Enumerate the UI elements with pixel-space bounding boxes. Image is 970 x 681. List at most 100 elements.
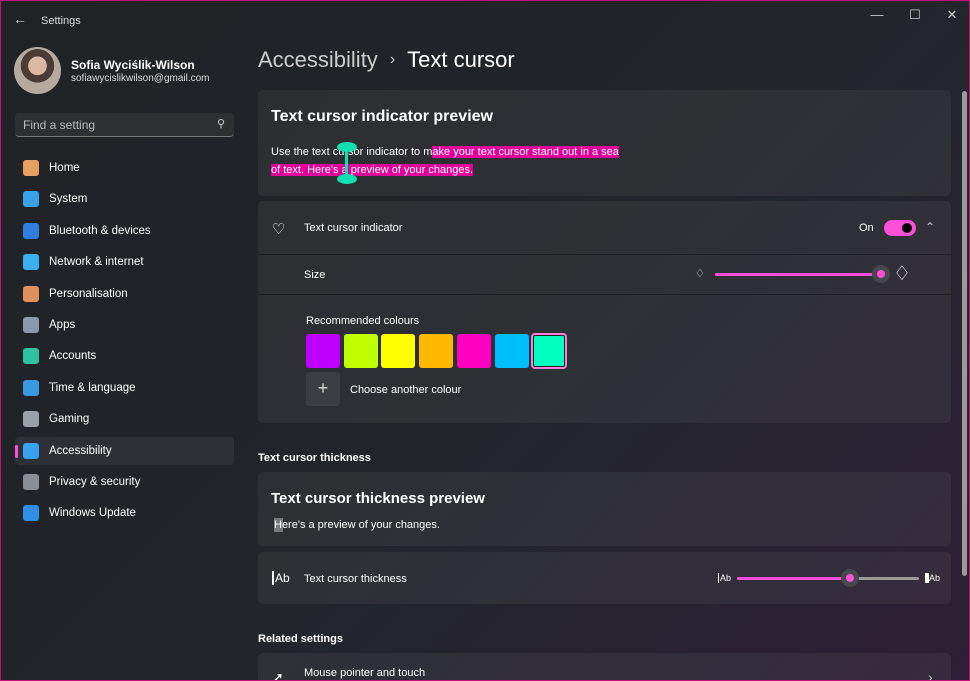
sidebar-item-label: System bbox=[49, 193, 88, 206]
text-cursor-indicator-icon bbox=[337, 142, 357, 186]
colour-swatch[interactable] bbox=[381, 334, 416, 368]
sidebar-item-label: Accessibility bbox=[49, 444, 112, 457]
app-title: Settings bbox=[41, 15, 81, 27]
sidebar-item-label: Privacy & security bbox=[49, 475, 141, 488]
thick-cursor-large-icon: Ab bbox=[925, 573, 940, 583]
toggle-state: On bbox=[859, 222, 874, 234]
sidebar-item-label: Apps bbox=[49, 318, 76, 331]
mouse-pointer-link[interactable]: ➚ Mouse pointer and touch › bbox=[258, 653, 951, 681]
sidebar-item-apps[interactable]: Apps bbox=[15, 311, 234, 339]
monitor-icon bbox=[23, 191, 39, 208]
add-colour-button[interactable]: + bbox=[306, 372, 340, 406]
colour-swatch[interactable] bbox=[343, 334, 378, 368]
scrollbar[interactable] bbox=[962, 91, 967, 576]
sidebar-item-label: Bluetooth & devices bbox=[49, 224, 151, 237]
sidebar-item-system[interactable]: System bbox=[15, 185, 234, 213]
search-input[interactable] bbox=[15, 113, 205, 137]
sidebar-item-personalisation[interactable]: Personalisation bbox=[15, 280, 234, 308]
thickness-section-title: Text cursor thickness bbox=[258, 452, 371, 464]
thickness-slider-thumb[interactable] bbox=[840, 569, 859, 587]
brush-icon bbox=[23, 285, 39, 302]
indicator-label: Text cursor indicator bbox=[304, 222, 403, 234]
bluetooth-icon bbox=[23, 222, 39, 239]
sidebar-item-label: Accounts bbox=[49, 350, 97, 363]
user-email: sofiawycislikwilson@gmail.com bbox=[71, 73, 210, 84]
update-icon bbox=[23, 505, 39, 522]
sidebar-item-time-language[interactable]: Time & language bbox=[15, 374, 234, 402]
size-row: Size ♢ ♢ bbox=[258, 254, 951, 294]
indicator-settings-card: ♡ Text cursor indicator On ⌃ Size ♢ ♢ Re… bbox=[258, 201, 951, 423]
sidebar-item-windows-update[interactable]: Windows Update bbox=[15, 499, 234, 527]
colours-row: Recommended colours bbox=[258, 294, 951, 423]
thickness-preview-title: Text cursor thickness preview bbox=[271, 490, 485, 507]
globe-clock-icon bbox=[23, 379, 39, 396]
size-slider-track[interactable] bbox=[715, 273, 881, 276]
sidebar-item-label: Time & language bbox=[49, 381, 136, 394]
recommended-colours-label: Recommended colours bbox=[306, 315, 420, 327]
thin-cursor-icon: Ab bbox=[718, 573, 732, 583]
sidebar-item-label: Home bbox=[49, 162, 80, 174]
size-label: Size bbox=[304, 269, 326, 281]
colour-swatch[interactable] bbox=[531, 333, 568, 369]
sidebar-item-label: Gaming bbox=[49, 413, 90, 426]
colour-swatch[interactable] bbox=[456, 334, 491, 368]
large-indicator-icon: ♢ bbox=[893, 263, 911, 285]
chevron-right-icon: › bbox=[928, 669, 933, 681]
person-icon bbox=[23, 348, 39, 365]
size-slider-thumb[interactable] bbox=[872, 265, 890, 283]
thickness-preview-card: Text cursor thickness preview Here's a p… bbox=[258, 472, 951, 546]
related-item-label: Mouse pointer and touch bbox=[304, 667, 426, 679]
thickness-preview-text: Here's a preview of your changes. bbox=[274, 519, 440, 531]
colour-swatch[interactable] bbox=[494, 334, 529, 368]
home-icon bbox=[23, 160, 39, 176]
chevron-right-icon: › bbox=[389, 51, 396, 68]
small-indicator-icon: ♢ bbox=[695, 268, 705, 280]
thickness-label: Text cursor thickness bbox=[304, 573, 407, 585]
sidebar-item-home[interactable]: Home bbox=[15, 154, 234, 182]
sidebar-item-label: Windows Update bbox=[49, 507, 136, 520]
minimize-button[interactable]: — bbox=[870, 7, 884, 22]
sidebar-item-accessibility[interactable]: Accessibility bbox=[15, 436, 234, 465]
maximize-button[interactable]: ☐ bbox=[909, 7, 921, 22]
title-bar: ← Settings — ☐ ✕ bbox=[1, 1, 969, 39]
colour-swatch[interactable] bbox=[419, 334, 454, 368]
cursor-indicator-icon: ♡ bbox=[272, 221, 286, 238]
wifi-icon bbox=[23, 254, 39, 271]
thick-cursor-icon bbox=[274, 518, 283, 532]
related-settings-title: Related settings bbox=[258, 633, 343, 645]
preview-title: Text cursor indicator preview bbox=[271, 108, 493, 125]
indicator-preview-card: Text cursor indicator preview Use the te… bbox=[258, 90, 951, 196]
colour-swatch[interactable] bbox=[306, 334, 340, 368]
breadcrumb-accessibility[interactable]: Accessibility bbox=[258, 47, 378, 72]
user-name: Sofia Wyciślik-Wilson bbox=[71, 58, 195, 72]
sidebar-item-gaming[interactable]: Gaming bbox=[15, 405, 234, 433]
sidebar-item-label: Personalisation bbox=[49, 287, 128, 300]
shield-icon bbox=[23, 473, 39, 490]
page-title: Text cursor bbox=[407, 47, 515, 72]
close-button[interactable]: ✕ bbox=[946, 7, 958, 22]
thickness-icon: Ab bbox=[272, 571, 290, 585]
sidebar-nav: Home System Bluetooth & devices Network & i… bbox=[15, 154, 234, 531]
thickness-slider-fill bbox=[737, 577, 850, 580]
sidebar-item-privacy-security[interactable]: Privacy & security bbox=[15, 468, 234, 496]
gamepad-icon bbox=[23, 411, 39, 428]
back-button[interactable]: ← bbox=[13, 11, 27, 27]
search-icon[interactable]: ⚲ bbox=[216, 118, 225, 130]
sidebar-item-bluetooth-devices[interactable]: Bluetooth & devices bbox=[15, 217, 234, 245]
accessibility-icon bbox=[23, 442, 39, 459]
plus-icon: + bbox=[317, 378, 329, 398]
avatar bbox=[14, 47, 61, 94]
preview-text: Use the text cursor indicator to make yo… bbox=[271, 146, 619, 176]
sidebar-item-accounts[interactable]: Accounts bbox=[15, 342, 234, 370]
mouse-pointer-icon: ➚ bbox=[272, 669, 284, 681]
chevron-up-icon[interactable]: ⌃ bbox=[925, 220, 936, 234]
thickness-row-card: Ab Text cursor thickness Ab Ab bbox=[258, 552, 951, 604]
breadcrumb: Accessibility › Text cursor bbox=[258, 47, 515, 73]
search-box[interactable]: ⚲ bbox=[15, 113, 234, 137]
choose-colour-label[interactable]: Choose another colour bbox=[350, 384, 462, 396]
indicator-toggle[interactable] bbox=[884, 220, 916, 236]
sidebar-item-label: Network & internet bbox=[49, 256, 144, 269]
sidebar-item-network-internet[interactable]: Network & internet bbox=[15, 248, 234, 276]
apps-icon bbox=[23, 316, 39, 333]
